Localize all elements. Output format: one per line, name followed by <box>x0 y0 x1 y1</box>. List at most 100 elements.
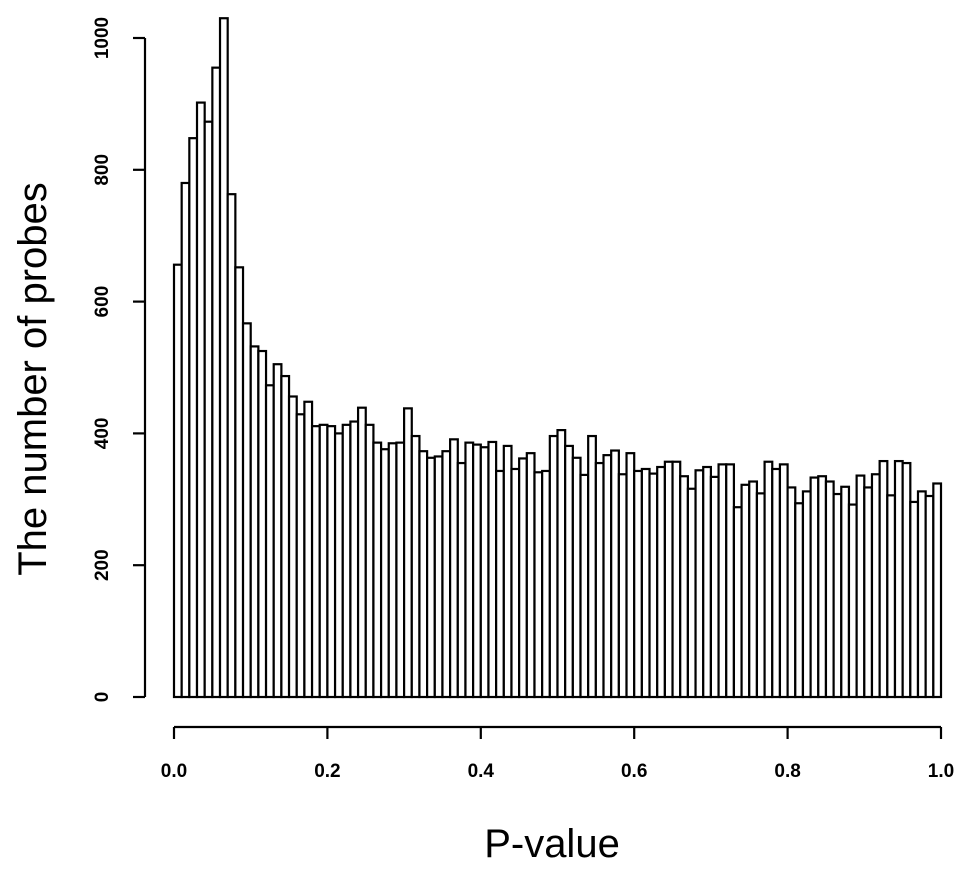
histogram-bar <box>487 440 498 699</box>
histogram-bar <box>564 444 574 699</box>
histogram-bar <box>341 423 352 699</box>
histogram-bar <box>717 463 728 699</box>
histogram-bar <box>901 461 912 699</box>
y-tick-label: 1000 <box>92 17 113 59</box>
histogram-bar <box>356 406 367 699</box>
histogram-bar <box>709 475 720 699</box>
histogram-bar <box>333 432 344 699</box>
histogram-bar <box>579 473 590 699</box>
histogram-bar <box>702 465 712 699</box>
histogram-bar <box>656 465 666 699</box>
histogram-bar <box>403 407 413 699</box>
histogram-bar <box>740 483 751 699</box>
histogram-bar <box>663 460 674 699</box>
histogram-bar <box>456 461 467 699</box>
histogram-bar <box>610 449 620 699</box>
histogram-bar <box>472 443 482 699</box>
histogram-bar <box>426 456 436 699</box>
histogram-bar <box>909 500 920 699</box>
histogram-bar <box>679 475 689 699</box>
histogram-bar <box>211 66 222 699</box>
y-tick-label: 400 <box>92 418 113 450</box>
histogram-bar <box>594 461 605 699</box>
histogram-bar <box>533 471 544 699</box>
histogram-bar <box>349 420 360 699</box>
histogram-bar <box>372 441 383 699</box>
histogram-bar <box>778 463 789 699</box>
histogram-bar <box>234 266 245 699</box>
histogram-bar <box>824 480 835 699</box>
y-axis-title: The number of probes <box>11 182 55 576</box>
histogram-bar <box>441 450 452 699</box>
y-tick-label: 200 <box>92 549 113 581</box>
histogram-bar <box>932 482 943 699</box>
histogram-bar <box>794 502 805 699</box>
histogram-bar <box>518 457 528 699</box>
histogram-bar <box>241 322 252 699</box>
histogram-bar <box>326 425 337 699</box>
histogram-bar <box>410 434 421 699</box>
histogram-bar <box>748 480 759 699</box>
x-tick-label: 0.2 <box>314 761 340 782</box>
histogram-bar <box>870 473 881 699</box>
histogram-bar <box>525 452 536 699</box>
histogram-bar <box>855 474 866 699</box>
histogram-bar <box>180 181 191 699</box>
y-tick-label: 600 <box>92 286 113 318</box>
histogram-bar <box>602 454 613 699</box>
histogram-bar <box>801 490 812 699</box>
histogram-bar <box>188 137 199 699</box>
x-tick-label: 0.0 <box>161 761 187 782</box>
histogram-bar <box>449 438 459 699</box>
histogram-bar <box>648 472 659 699</box>
histogram-bar <box>786 486 797 699</box>
x-axis: 0.0 0.2 0.4 0.6 0.8 1.0 <box>161 725 954 782</box>
histogram-bar <box>218 17 229 699</box>
histogram-bar <box>671 460 682 699</box>
y-tick-label: 800 <box>92 154 113 186</box>
histogram-bar <box>395 441 406 699</box>
x-axis-title: P-value <box>484 822 620 866</box>
histogram-bar <box>556 429 567 699</box>
histogram-bar <box>732 506 743 699</box>
histogram-bar <box>379 448 390 699</box>
histogram-bar <box>318 423 329 699</box>
histogram-bar <box>295 413 306 699</box>
histogram-bar <box>694 469 705 699</box>
histogram-bar <box>847 503 858 699</box>
histogram-bar <box>249 345 260 699</box>
histogram-bar <box>548 434 559 699</box>
histogram-bar <box>686 487 697 699</box>
histogram-bar <box>495 469 505 699</box>
histogram-bar <box>832 492 843 699</box>
x-tick-label: 0.4 <box>468 761 495 782</box>
bars-group <box>172 17 943 699</box>
histogram-bar <box>418 450 429 699</box>
histogram-bar <box>878 459 889 699</box>
histogram-bar <box>725 463 736 699</box>
histogram-bar <box>924 494 935 699</box>
histogram-bar <box>502 444 513 699</box>
histogram-bar <box>625 452 636 699</box>
histogram-bar <box>510 467 521 699</box>
histogram-bar <box>464 441 475 699</box>
x-tick-label: 1.0 <box>928 761 954 782</box>
x-tick-label: 0.6 <box>621 761 647 782</box>
histogram-bar <box>387 442 398 699</box>
histogram-bar <box>310 425 321 699</box>
histogram-bar <box>479 446 490 699</box>
histogram-bar <box>763 460 774 699</box>
histogram-bar <box>364 423 375 699</box>
histogram-bar <box>571 456 582 699</box>
histogram-bar <box>195 101 206 699</box>
histogram-bar <box>817 475 828 699</box>
histogram-bar <box>433 455 444 699</box>
histogram-bar <box>633 469 643 699</box>
histogram-bar <box>916 490 927 699</box>
histogram-bar <box>587 434 597 699</box>
histogram-bar <box>640 467 651 699</box>
histogram-bar <box>287 395 298 699</box>
histogram-bar <box>541 469 551 699</box>
histogram-bar <box>203 120 214 699</box>
histogram-bar <box>272 363 283 699</box>
